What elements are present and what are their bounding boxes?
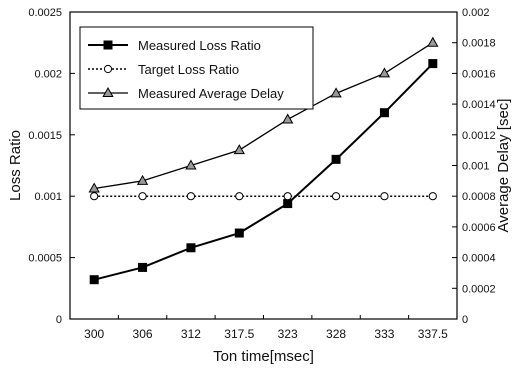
series-circle [90, 192, 437, 201]
legend-marker [103, 64, 113, 74]
x-tick-label: 306 [133, 327, 153, 341]
data-point [283, 199, 293, 209]
legend-marker [102, 86, 114, 97]
right-tick-label: 0.0012 [462, 130, 496, 142]
right-tick-label: 0.002 [462, 7, 490, 19]
right-tick-label: 0.0006 [462, 222, 496, 234]
x-tick-label: 333 [374, 327, 394, 341]
data-point [90, 192, 99, 201]
data-point [282, 113, 294, 124]
y2-axis-label: Average Delay [sec] [495, 99, 512, 233]
legend-item: Target Loss Ratio [88, 62, 239, 77]
data-point [331, 192, 341, 201]
series-line [93, 62, 434, 281]
x-tick-label: 323 [278, 327, 298, 341]
legend-label: Measured Loss Ratio [138, 38, 261, 53]
data-point [89, 275, 99, 285]
right-tick-label: 0.001 [462, 161, 490, 173]
data-point [186, 243, 196, 253]
data-point [283, 192, 292, 201]
data-point [380, 192, 389, 201]
left-tick-label: 0.001 [34, 191, 62, 203]
series-triangle [88, 36, 439, 193]
left-tick-label: 0 [56, 314, 62, 326]
right-tick-label: 0.0014 [462, 99, 496, 111]
legend: Measured Loss Ratio Target Loss Ratio Meas… [79, 26, 314, 110]
series-square [89, 59, 438, 285]
data-point [88, 182, 100, 193]
right-tick-label: 0.0004 [462, 253, 496, 265]
series-line [94, 42, 434, 190]
data-point [234, 228, 244, 238]
x-tick-label: 337.5 [418, 327, 448, 341]
left-tick-label: 0.0005 [28, 253, 62, 265]
x-tick-label: 300 [84, 327, 104, 341]
legend-label: Target Loss Ratio [138, 62, 239, 77]
x-tick-label: 317.5 [224, 327, 254, 341]
data-point [379, 108, 389, 118]
x-tick-label: 312 [181, 327, 201, 341]
right-tick-label: 0.0016 [462, 68, 496, 80]
data-point [331, 154, 341, 164]
data-point [185, 159, 197, 170]
x-tick-label: 328 [326, 327, 346, 341]
right-axis: 0 0.0002 0.0004 0.0006 0.0008 0.001 0.0012 0.00… [452, 7, 496, 326]
data-point [428, 192, 437, 201]
left-tick-label: 0.002 [34, 68, 62, 80]
data-point [136, 174, 149, 185]
right-tick-label: 0 [462, 314, 468, 326]
left-tick-label: 0.0025 [28, 7, 62, 19]
legend-label: Measured Average Delay [138, 86, 284, 101]
data-point [330, 87, 342, 98]
legend-item: Measured Loss Ratio [88, 38, 261, 53]
right-tick-label: 0.0018 [462, 38, 496, 50]
legend-marker [103, 40, 113, 50]
data-point [427, 36, 439, 47]
data-point [428, 59, 438, 69]
series-layer [88, 36, 439, 285]
x-axis: 300 306 312 317.5 323 328 333 337.5 [84, 315, 458, 341]
data-point [233, 144, 245, 155]
right-tick-label: 0.0008 [462, 191, 496, 203]
y-axis-label: Loss Ratio [7, 130, 24, 201]
data-point [235, 192, 244, 201]
data-point [378, 67, 391, 78]
data-point [186, 192, 196, 201]
data-point [138, 192, 147, 201]
legend-box [79, 26, 314, 110]
legend-item: Measured Average Delay [88, 86, 284, 101]
right-tick-label: 0.0002 [462, 283, 496, 295]
data-point [138, 262, 148, 272]
left-axis: 0 0.0005 0.001 0.0015 0.002 0.0025 [28, 7, 75, 326]
x-axis-label: Ton time[msec] [213, 348, 314, 365]
left-tick-label: 0.0015 [28, 130, 62, 142]
